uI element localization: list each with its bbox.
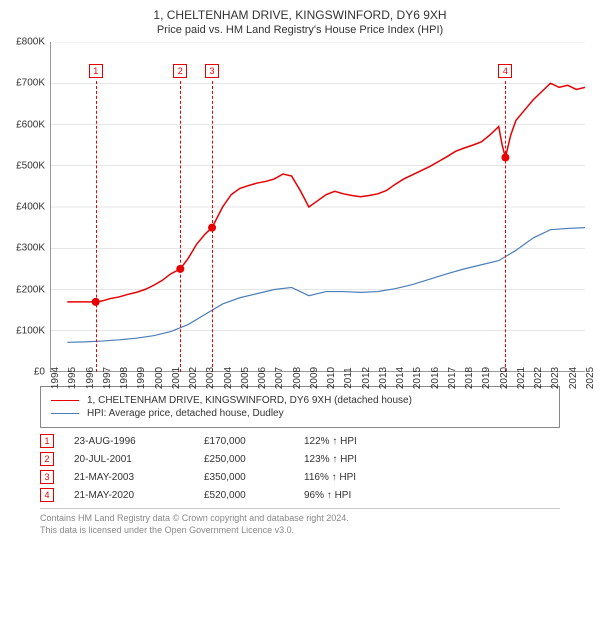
event-guide-line [505, 81, 506, 372]
y-axis: £0£100K£200K£300K£400K£500K£600K£700K£80… [0, 42, 45, 372]
sale-pct: 123% ↑ HPI [304, 454, 424, 465]
sale-price: £170,000 [204, 436, 304, 447]
sale-date: 21-MAY-2003 [74, 472, 204, 483]
x-tick-label: 2023 [550, 367, 561, 389]
event-marker: 4 [498, 64, 512, 78]
x-tick-label: 2002 [188, 367, 199, 389]
y-tick-label: £300K [16, 243, 45, 254]
y-tick-label: £100K [16, 325, 45, 336]
y-tick-label: £200K [16, 284, 45, 295]
sale-date: 23-AUG-1996 [74, 436, 204, 447]
event-guide-line [212, 81, 213, 372]
x-tick-label: 2001 [171, 367, 182, 389]
sales-table: 1 23-AUG-1996£170,000122% ↑ HPI 2 20-JUL-20… [40, 434, 560, 502]
event-guide-line [96, 81, 97, 372]
sale-marker: 4 [40, 488, 54, 502]
sale-price: £250,000 [204, 454, 304, 465]
y-tick-label: £600K [16, 119, 45, 130]
sale-date: 21-MAY-2020 [74, 490, 204, 501]
sales-row: 3 21-MAY-2003£350,000116% ↑ HPI [40, 470, 560, 484]
x-tick-label: 1997 [102, 367, 113, 389]
y-tick-label: £500K [16, 160, 45, 171]
x-tick-label: 1995 [67, 367, 78, 389]
x-tick-label: 2010 [326, 367, 337, 389]
x-tick-label: 2020 [499, 367, 510, 389]
footer-line-2: This data is licensed under the Open Gov… [40, 525, 560, 537]
x-tick-label: 2011 [343, 367, 354, 389]
x-tick-label: 2016 [430, 367, 441, 389]
x-tick-label: 1996 [85, 367, 96, 389]
series-line-price_paid [67, 83, 585, 302]
x-tick-label: 2024 [568, 367, 579, 389]
series-line-hpi [67, 228, 585, 343]
sale-pct: 122% ↑ HPI [304, 436, 424, 447]
y-tick-label: £800K [16, 37, 45, 48]
x-tick-label: 2018 [464, 367, 475, 389]
sale-marker: 1 [40, 434, 54, 448]
x-tick-label: 2017 [447, 367, 458, 389]
y-tick-label: £700K [16, 78, 45, 89]
x-tick-label: 2007 [274, 367, 285, 389]
sale-pct: 96% ↑ HPI [304, 490, 424, 501]
y-tick-label: £400K [16, 202, 45, 213]
x-tick-label: 2015 [412, 367, 423, 389]
sale-price: £350,000 [204, 472, 304, 483]
x-tick-label: 1994 [50, 367, 61, 389]
x-tick-label: 2019 [481, 367, 492, 389]
x-tick-label: 2013 [378, 367, 389, 389]
chart-plot-area: £0£100K£200K£300K£400K£500K£600K£700K£80… [50, 42, 585, 372]
footer-line-1: Contains HM Land Registry data © Crown c… [40, 513, 560, 525]
x-tick-label: 2003 [205, 367, 216, 389]
x-tick-label: 2022 [533, 367, 544, 389]
x-tick-label: 2005 [240, 367, 251, 389]
sale-marker: 2 [40, 452, 54, 466]
sale-pct: 116% ↑ HPI [304, 472, 424, 483]
x-tick-label: 2008 [292, 367, 303, 389]
sales-row: 4 21-MAY-2020£520,00096% ↑ HPI [40, 488, 560, 502]
x-tick-label: 2025 [585, 367, 596, 389]
sale-marker: 3 [40, 470, 54, 484]
event-marker: 2 [173, 64, 187, 78]
x-tick-label: 2021 [516, 367, 527, 389]
x-tick-label: 2014 [395, 367, 406, 389]
chart-subtitle: Price paid vs. HM Land Registry's House … [0, 24, 600, 36]
x-tick-label: 2004 [223, 367, 234, 389]
footer: Contains HM Land Registry data © Crown c… [40, 508, 560, 536]
x-tick-label: 2006 [257, 367, 268, 389]
x-axis: 1994199519961997199819992000200120022003… [50, 372, 585, 417]
event-marker: 1 [89, 64, 103, 78]
sale-date: 20-JUL-2001 [74, 454, 204, 465]
sales-row: 2 20-JUL-2001£250,000123% ↑ HPI [40, 452, 560, 466]
x-tick-label: 2012 [361, 367, 372, 389]
sales-row: 1 23-AUG-1996£170,000122% ↑ HPI [40, 434, 560, 448]
y-tick-label: £0 [34, 367, 45, 378]
x-tick-label: 1999 [136, 367, 147, 389]
x-tick-label: 2009 [309, 367, 320, 389]
event-guide-line [180, 81, 181, 372]
x-tick-label: 2000 [154, 367, 165, 389]
chart-title: 1, CHELTENHAM DRIVE, KINGSWINFORD, DY6 9… [0, 8, 600, 22]
x-tick-label: 1998 [119, 367, 130, 389]
sale-price: £520,000 [204, 490, 304, 501]
event-marker: 3 [205, 64, 219, 78]
